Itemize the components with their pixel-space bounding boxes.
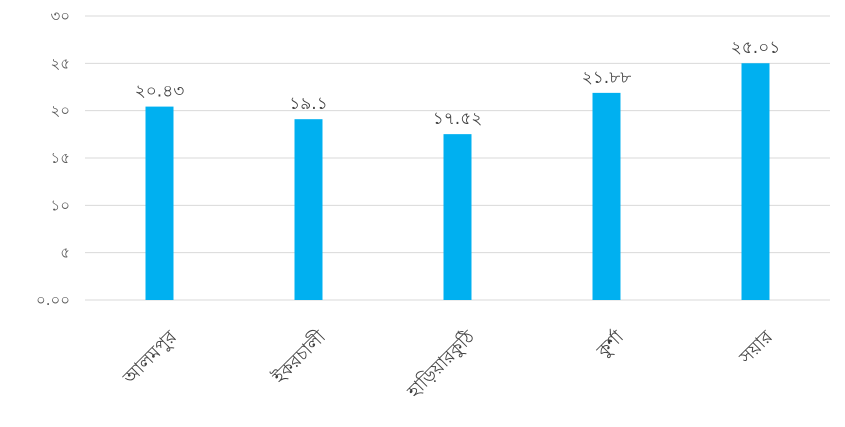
- category-labels: আলমপুর ইকরচালী হাড়িয়ারকুঠি কুর্শা সয়ার: [118, 325, 777, 403]
- category-label: আলমপুর: [118, 326, 181, 389]
- y-tick-label: ১০: [51, 196, 71, 214]
- category-label: ইকরচালী: [268, 325, 331, 388]
- y-tick-label: ১৫: [51, 149, 70, 167]
- y-tick-label: ২৫: [51, 54, 71, 72]
- y-tick-label: ৫: [60, 244, 70, 262]
- data-label: ২১.৮৮: [582, 68, 632, 88]
- y-tick-label: ২০: [50, 102, 70, 120]
- bars: [145, 63, 770, 301]
- bar: [741, 63, 770, 301]
- data-label: ২০.৪৩: [135, 82, 185, 102]
- bar: [145, 106, 174, 300]
- data-label: ১৭.৫২: [433, 109, 483, 129]
- data-label: ২৫.০১: [731, 38, 781, 58]
- category-label: কুর্শা: [592, 326, 629, 363]
- y-tick-label: ৩০: [50, 7, 70, 25]
- data-labels: ২০.৪৩ ১৯.১ ১৭.৫২ ২১.৮৮ ২৫.০১: [135, 38, 781, 129]
- data-label: ১৯.১: [289, 94, 328, 114]
- category-label: সয়ার: [735, 326, 778, 369]
- y-tick-label: ০.০০: [36, 291, 70, 309]
- bar: [592, 92, 621, 301]
- bar: [294, 119, 323, 300]
- bar: [443, 134, 472, 300]
- y-axis-ticks: ০.০০ ৫ ১০ ১৫ ২০ ২৫ ৩০: [36, 7, 70, 309]
- category-label: হাড়িয়ারকুঠি: [402, 326, 479, 403]
